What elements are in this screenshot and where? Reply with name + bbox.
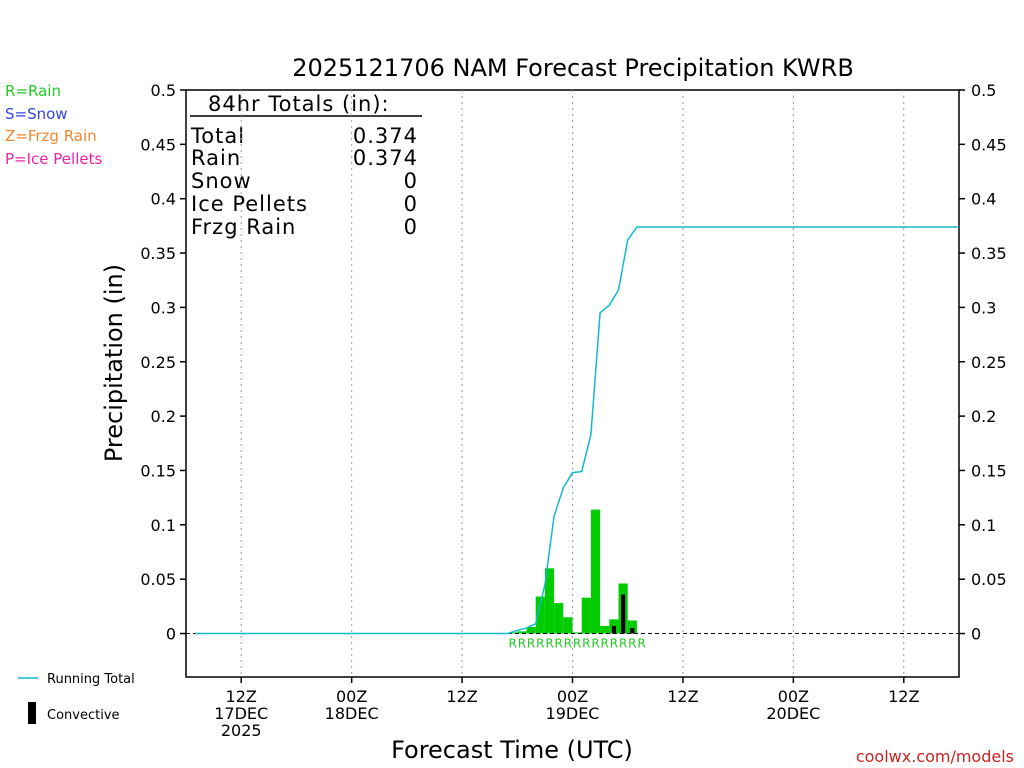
y-tick-label-left: 0.25 [140, 353, 176, 372]
ptype-marker: R [637, 637, 645, 651]
convective-bar [621, 594, 626, 634]
y-axis: 0 00.05 0.050.1 0.10.15 0.150.2 0.20.25 0.250.… [140, 81, 1006, 644]
precip-bar [600, 625, 610, 634]
totals-label-rain: Rain [191, 146, 241, 170]
ptype-marker: R [564, 637, 572, 651]
x-tick-label: 12Z [226, 687, 257, 706]
convective-legend-swatch [28, 702, 36, 724]
precip-bar [544, 568, 555, 634]
ptype-marker: R [518, 637, 526, 651]
totals-value-snow: 0 [404, 169, 418, 193]
legend-snow: S=Snow [5, 105, 68, 123]
running-total-line-path [195, 226, 959, 635]
x-tick-label: 00Z [778, 687, 809, 706]
x-tick-label: 2025 [221, 721, 262, 740]
y-tick-label-left: 0.35 [140, 244, 176, 263]
convective-bar [611, 625, 616, 634]
watermark: coolwx.com/models [856, 747, 1014, 766]
totals-label-frzg-rain: Frzg Rain [191, 215, 296, 239]
convective-bar [630, 628, 635, 634]
totals-value-total: 0.374 [353, 124, 418, 148]
ptype-marker: R [527, 637, 535, 651]
y-tick-label-right: 0.35 [971, 244, 1007, 263]
totals-label-snow: Snow [191, 169, 252, 193]
y-tick-label-left: 0.2 [151, 407, 176, 426]
y-tick-label-right: 0.3 [971, 298, 996, 317]
y-tick-label-right: 0 [971, 625, 981, 644]
y-tick-label-right: 0.2 [971, 407, 996, 426]
y-tick-label-left: 0.3 [151, 298, 176, 317]
y-tick-label-right: 0.25 [971, 353, 1007, 372]
x-tick-label: 12Z [667, 687, 698, 706]
totals-label-total: Total [190, 124, 245, 148]
running-total-legend-label: Running Total [47, 672, 135, 687]
precip-bar [572, 632, 582, 634]
x-tick-label: 00Z [336, 687, 367, 706]
convective-bars [611, 594, 635, 634]
precip-bar [590, 509, 601, 634]
y-tick-label-right: 0.45 [971, 135, 1007, 154]
totals-heading: 84hr Totals (in): [208, 92, 390, 116]
totals-value-rain: 0.374 [353, 146, 418, 170]
y-tick-label-left: 0.5 [151, 81, 176, 100]
precip-bar [581, 597, 591, 634]
y-tick-label-right: 0.1 [971, 516, 996, 535]
x-tick-label: 20DEC [766, 704, 820, 723]
ptype-marker: R [573, 637, 581, 651]
ptype-marker: R [628, 637, 636, 651]
ptype-marker: R [536, 637, 544, 651]
legend-frzg-rain: Z=Frzg Rain [5, 127, 97, 145]
legend-ice-pellets: P=Ice Pellets [5, 150, 102, 168]
x-tick-label: 12Z [446, 687, 477, 706]
y-tick-label-right: 0.15 [971, 461, 1007, 480]
precip-bar [517, 631, 527, 634]
y-axis-label: Precipitation (in) [100, 264, 128, 462]
chart-title: 2025121706 NAM Forecast Precipitation KW… [292, 54, 854, 82]
y-tick-label-left: 0.05 [140, 570, 176, 589]
ptype-marker: R [610, 637, 618, 651]
y-tick-label-right: 0.4 [971, 190, 996, 209]
y-tick-label-right: 0.5 [971, 81, 996, 100]
y-tick-label-left: 0.45 [140, 135, 176, 154]
x-axis-label: Forecast Time (UTC) [391, 736, 633, 764]
y-tick-label-left: 0.15 [140, 461, 176, 480]
ptype-marker: R [619, 637, 627, 651]
ptype-legend: R=Rain S=Snow Z=Frzg Rain P=Ice Pellets [5, 82, 102, 168]
ptype-marker: R [545, 637, 553, 651]
precip-bar [508, 632, 518, 634]
precip-bar [627, 620, 637, 634]
y-tick-label-left: 0.4 [151, 190, 176, 209]
totals-value-frzg-rain: 0 [404, 215, 418, 239]
ptype-marker: R [509, 637, 517, 651]
y-tick-label-left: 0.1 [151, 516, 176, 535]
x-tick-label: 12Z [888, 687, 919, 706]
x-tick-label: 19DEC [546, 704, 600, 723]
precip-bar [554, 603, 564, 634]
totals-value-ice-pellets: 0 [404, 192, 418, 216]
running-total-line [195, 226, 959, 635]
ptype-marker: R [582, 637, 590, 651]
legend-rain: R=Rain [5, 82, 61, 100]
ptype-marker: R [555, 637, 563, 651]
x-tick-label: 17DEC [214, 704, 268, 723]
convective-legend-label: Convective [47, 708, 120, 723]
precip-bar [526, 626, 536, 634]
y-tick-label-right: 0.05 [971, 570, 1007, 589]
totals-box: 84hr Totals (in): Total 0.374 Rain 0.374… [190, 92, 422, 239]
grid-lines [240, 90, 905, 677]
series-legend: Running Total Convective [18, 672, 135, 724]
x-tick-label: 00Z [557, 687, 588, 706]
ptype-marker: R [601, 637, 609, 651]
totals-label-ice-pellets: Ice Pellets [191, 192, 308, 216]
y-tick-label-left: 0 [166, 625, 176, 644]
ptype-marker: R [591, 637, 599, 651]
precip-bar [535, 596, 545, 634]
x-tick-label: 18DEC [325, 704, 379, 723]
precip-bar [563, 617, 573, 634]
